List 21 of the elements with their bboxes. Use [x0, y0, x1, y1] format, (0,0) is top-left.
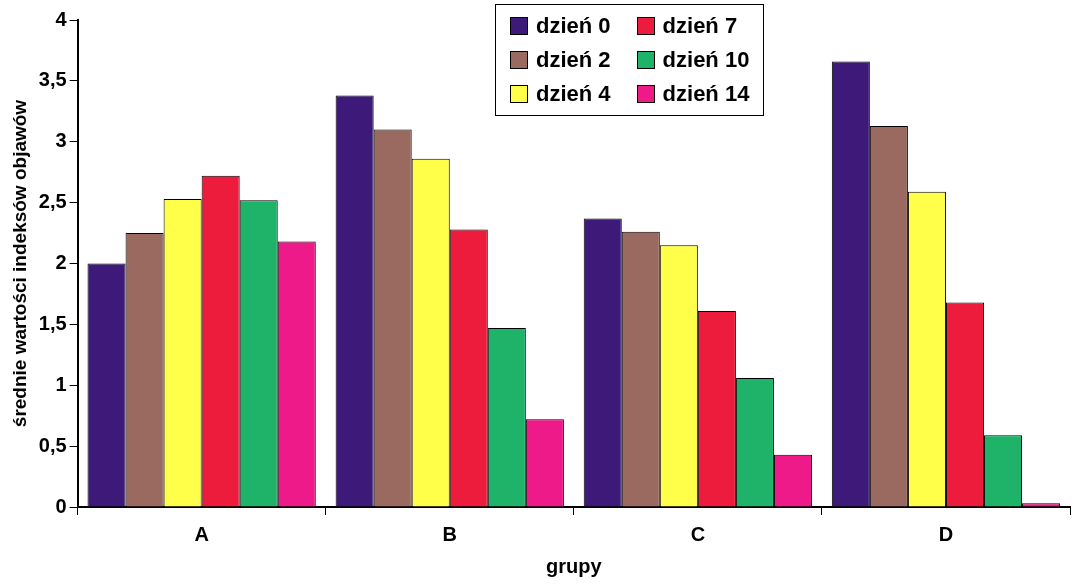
legend-label: dzień 14 — [662, 81, 750, 107]
x-tick-label: D — [938, 522, 954, 545]
x-tick-label: C — [690, 522, 706, 545]
legend-label: dzień 0 — [536, 13, 611, 39]
y-tick-label: 0,5 — [38, 433, 67, 456]
y-tick-label: 3,5 — [38, 68, 67, 91]
x-axis-title: grupy — [546, 554, 603, 577]
legend-label: dzień 7 — [662, 13, 738, 39]
legend-label: dzień 4 — [536, 81, 611, 107]
legend-label: dzień 2 — [536, 47, 611, 73]
x-tick-label: A — [194, 522, 209, 545]
x-tick-label: B — [442, 522, 457, 545]
y-tick-label: 1 — [55, 372, 67, 395]
y-tick-label: 1,5 — [38, 311, 67, 334]
y-tick-label: 2,5 — [38, 190, 67, 213]
y-tick-label: 4 — [55, 7, 68, 30]
y-tick-label: 2 — [55, 251, 67, 274]
y-axis-title: średnie wartości indeksów objawów — [8, 99, 30, 428]
y-tick-label: 0 — [55, 494, 67, 517]
legend-label: dzień 10 — [662, 47, 750, 73]
y-tick-label: 3 — [55, 129, 67, 152]
